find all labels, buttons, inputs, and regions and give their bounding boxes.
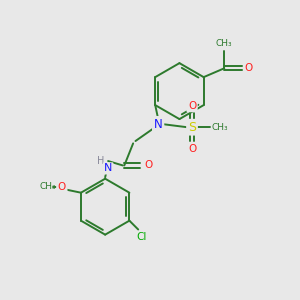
Text: H: H [97, 156, 104, 166]
Text: O: O [188, 101, 196, 111]
Text: CH₃: CH₃ [40, 182, 56, 191]
Text: CH₃: CH₃ [216, 39, 232, 48]
Text: Cl: Cl [136, 232, 146, 242]
Text: N: N [154, 118, 163, 131]
Text: S: S [188, 121, 196, 134]
Text: O: O [58, 182, 66, 192]
Text: O: O [145, 160, 153, 170]
Text: CH₃: CH₃ [211, 123, 228, 132]
Text: O: O [244, 63, 253, 73]
Text: O: O [188, 144, 196, 154]
Text: N: N [104, 164, 112, 173]
